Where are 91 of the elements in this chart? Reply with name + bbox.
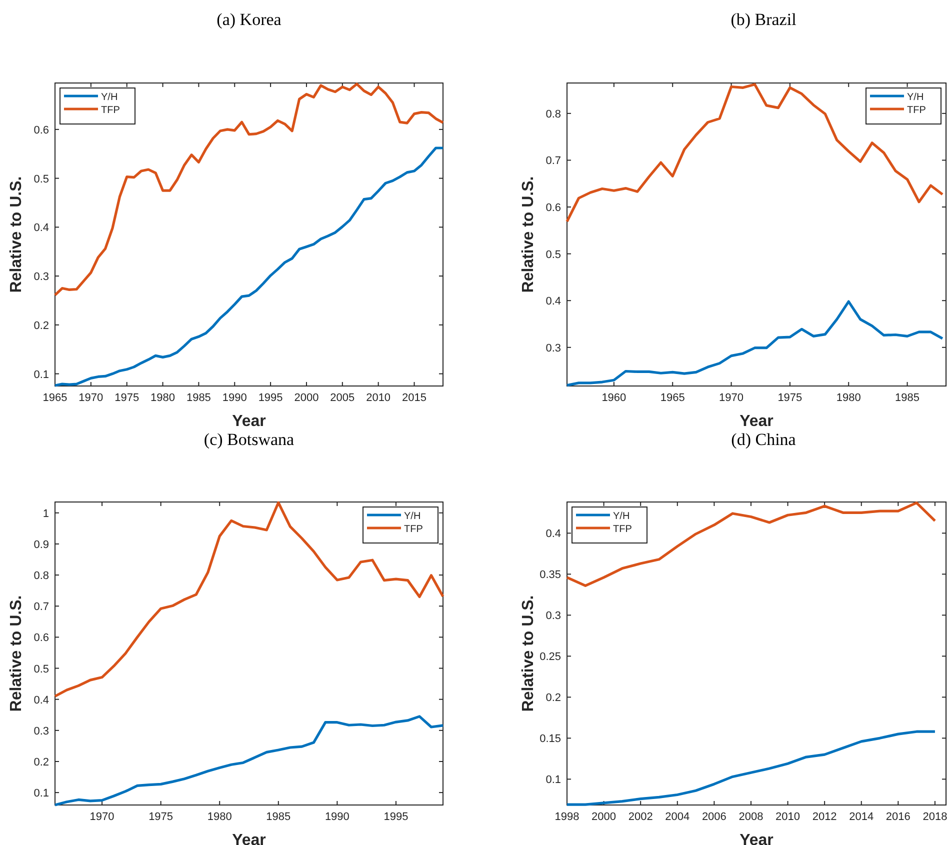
y-tick-label: 0.1 [546, 774, 561, 786]
legend-label: Y/H [613, 511, 630, 522]
legend-label: Y/H [907, 92, 924, 103]
chart-title: (c) Botswana [204, 430, 295, 449]
y-tick-label: 0.3 [34, 725, 49, 738]
line-series [566, 300, 944, 387]
y-tick-label: 0.3 [34, 271, 49, 284]
line-series [54, 82, 444, 296]
y-tick-label: 1 [42, 508, 49, 520]
y-axis-title: Relative to U.S. [520, 176, 537, 293]
y-tick-label: 0.4 [546, 528, 561, 540]
y-tick-label: 0.6 [34, 632, 49, 644]
legend-label: TFP [101, 105, 120, 116]
x-tick-label: 2008 [738, 811, 764, 823]
y-tick-label: 0.9 [34, 538, 49, 551]
x-tick-label: 2006 [702, 811, 726, 823]
y-tick-label: 0.7 [546, 155, 561, 168]
x-tick-label: 2010 [776, 811, 800, 823]
y-axis-title: Relative to U.S. [8, 176, 25, 293]
y-tick-label: 0.7 [34, 601, 49, 614]
chart-title: (a) Korea [216, 10, 282, 29]
x-tick-label: 1995 [384, 811, 408, 823]
y-tick-label: 0.5 [34, 663, 49, 676]
y-tick-label: 0.4 [34, 694, 49, 706]
y-axis-title: Relative to U.S. [520, 595, 537, 712]
line-series [566, 730, 936, 806]
x-tick-label: 2000 [592, 811, 616, 823]
x-tick-label: 2014 [849, 811, 874, 823]
x-tick-label: 2012 [812, 811, 837, 823]
y-tick-label: 0.2 [34, 756, 49, 768]
x-tick-label: 1980 [150, 392, 176, 404]
y-tick-label: 0.5 [546, 248, 561, 261]
legend-label: Y/H [101, 92, 118, 103]
x-axis-title: Year [232, 413, 266, 430]
line-series [54, 715, 444, 806]
x-tick-label: 1970 [719, 392, 744, 404]
x-axis-title: Year [740, 832, 774, 845]
y-tick-label: 0.3 [546, 610, 561, 622]
x-tick-label: 1985 [186, 392, 211, 404]
y-tick-label: 0.6 [34, 124, 49, 136]
x-tick-label: 1965 [660, 392, 685, 404]
x-tick-label: 1980 [207, 811, 232, 823]
x-tick-label: 2018 [922, 811, 947, 823]
y-tick-label: 0.3 [546, 342, 561, 354]
y-tick-label: 0.2 [546, 692, 561, 704]
legend-label: TFP [404, 524, 424, 535]
x-tick-label: 1998 [554, 811, 580, 823]
x-tick-label: 1990 [324, 811, 350, 823]
y-tick-label: 0.1 [34, 788, 49, 800]
x-tick-label: 1995 [258, 392, 283, 404]
y-tick-label: 0.8 [546, 108, 561, 120]
x-tick-label: 1980 [836, 392, 861, 404]
legend-label: TFP [613, 524, 632, 535]
y-tick-label: 0.35 [540, 569, 561, 582]
x-tick-label: 1970 [90, 811, 114, 823]
y-tick-label: 0.6 [546, 202, 561, 214]
line-series [566, 83, 944, 223]
x-tick-label: 1965 [42, 392, 68, 404]
y-tick-label: 0.4 [34, 222, 49, 234]
x-tick-label: 1975 [778, 392, 802, 404]
x-tick-label: 2015 [402, 392, 426, 404]
x-tick-label: 2005 [330, 392, 355, 404]
y-tick-label: 0.4 [546, 296, 561, 308]
x-axis-title: Year [232, 832, 266, 845]
chart-title: (d) China [731, 430, 796, 449]
legend-label: TFP [907, 105, 926, 116]
x-tick-label: 2010 [366, 392, 391, 404]
y-tick-label: 0.1 [34, 368, 49, 381]
y-tick-label: 0.5 [34, 173, 49, 186]
y-axis-title: Relative to U.S. [8, 595, 25, 712]
x-tick-label: 1985 [895, 392, 920, 404]
x-tick-label: 2000 [294, 392, 319, 404]
x-tick-label: 1975 [148, 811, 174, 823]
x-tick-label: 2016 [886, 811, 910, 823]
x-axis-title: Year [740, 413, 774, 430]
x-tick-label: 1990 [222, 392, 247, 404]
x-tick-label: 2002 [628, 811, 653, 823]
y-tick-label: 0.15 [540, 733, 561, 746]
x-tick-label: 1970 [78, 392, 104, 404]
x-tick-label: 1960 [602, 392, 626, 404]
x-tick-label: 2004 [665, 811, 690, 823]
line-series [566, 502, 936, 587]
line-series [54, 146, 444, 387]
x-tick-label: 1975 [114, 392, 140, 404]
x-tick-label: 1985 [266, 811, 291, 823]
y-tick-label: 0.8 [34, 570, 49, 582]
line-series [54, 501, 444, 698]
chart-title: (b) Brazil [730, 10, 797, 29]
y-tick-label: 0.25 [540, 651, 561, 664]
legend-label: Y/H [404, 511, 421, 522]
y-tick-label: 0.2 [34, 320, 49, 332]
